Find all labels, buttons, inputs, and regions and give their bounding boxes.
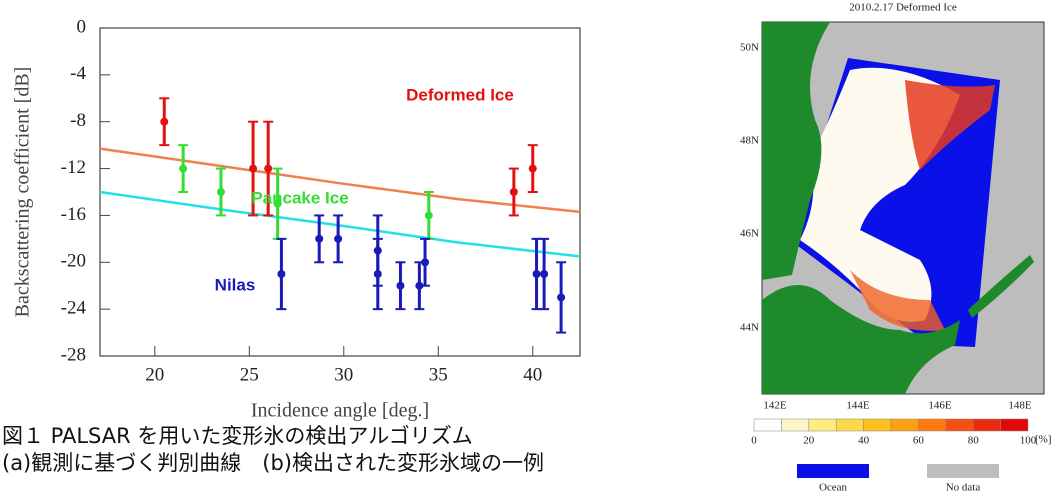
colorbar-cell [836, 419, 863, 431]
y-tick-label: -4 [70, 63, 86, 84]
colorbar-unit: [%] [1035, 434, 1052, 446]
caption: (a)観測に基づく判別曲線 (b)検出された変形氷域の一例 [2, 451, 544, 475]
y-tick-label: -8 [70, 110, 86, 131]
y-tick-label: 0 [77, 16, 87, 37]
x-tick-label: 30 [334, 364, 353, 385]
colorbar-cell [809, 419, 836, 431]
annotation: Pancake Ice [251, 188, 348, 207]
lat-label: 50N [740, 42, 759, 54]
y-tick-label: -20 [61, 251, 86, 272]
colorbar-label: 0 [751, 435, 757, 447]
x-axis-label: Incidence angle [deg.] [251, 400, 429, 422]
legend-label: Ocean [819, 482, 848, 494]
y-tick-label: -28 [61, 344, 86, 365]
canvas: Incidence angle [deg.] Backscattering co… [0, 0, 1056, 494]
point [334, 235, 342, 243]
colorbar-cell [754, 419, 781, 431]
point [160, 118, 168, 126]
annotation: Deformed Ice [406, 85, 514, 104]
point [510, 188, 518, 196]
point [421, 258, 429, 266]
point [315, 235, 323, 243]
colorbar-cell [946, 419, 973, 431]
lat-label: 46N [740, 228, 759, 240]
colorbar-cell [1001, 419, 1028, 431]
colorbar-label: 60 [913, 435, 925, 447]
colorbar-cell [891, 419, 918, 431]
point [277, 270, 285, 278]
point [264, 165, 272, 173]
lon-label: 148E [1008, 400, 1032, 412]
point [217, 188, 225, 196]
colorbar-label: 80 [968, 435, 980, 447]
lat-label: 44N [740, 322, 759, 334]
map: 2010.2.17 Deformed Ice 50N 48N 46N 44N 1… [740, 2, 1052, 494]
caption: 図１ PALSAR を用いた変形氷の検出アルゴリズム [2, 424, 473, 448]
x-tick-label: 20 [145, 364, 164, 385]
x-tick-label: 25 [240, 364, 259, 385]
legend-label: No data [946, 482, 981, 494]
colorbar-cell [918, 419, 945, 431]
legend-swatch [797, 464, 869, 478]
colorbar-cell [973, 419, 1000, 431]
map-title: 2010.2.17 Deformed Ice [849, 2, 957, 14]
lon-label: 146E [928, 400, 952, 412]
lon-label: 144E [846, 400, 870, 412]
y-tick-label: -12 [61, 157, 86, 178]
lon-label: 142E [763, 400, 787, 412]
point [396, 282, 404, 290]
colorbar-cell [781, 419, 808, 431]
x-tick-label: 40 [523, 364, 542, 385]
legend-swatch [927, 464, 999, 478]
point [425, 211, 433, 219]
point [179, 165, 187, 173]
x-tick-label: 35 [429, 364, 448, 385]
point [557, 293, 565, 301]
colorbar-label: 20 [803, 435, 815, 447]
point [249, 165, 257, 173]
y-tick-label: -24 [61, 298, 87, 319]
y-tick-label: -16 [61, 204, 86, 225]
colorbar-cell [864, 419, 891, 431]
point [540, 270, 548, 278]
figure: {"chart_data": {"type": "scatter", "xlab… [0, 0, 1056, 494]
point [374, 270, 382, 278]
annotation: Nilas [215, 275, 256, 294]
y-axis-label: Backscattering coefficient [dB] [12, 67, 34, 318]
lat-label: 48N [740, 135, 759, 147]
point [529, 165, 537, 173]
colorbar-label: 40 [858, 435, 870, 447]
point [533, 270, 541, 278]
